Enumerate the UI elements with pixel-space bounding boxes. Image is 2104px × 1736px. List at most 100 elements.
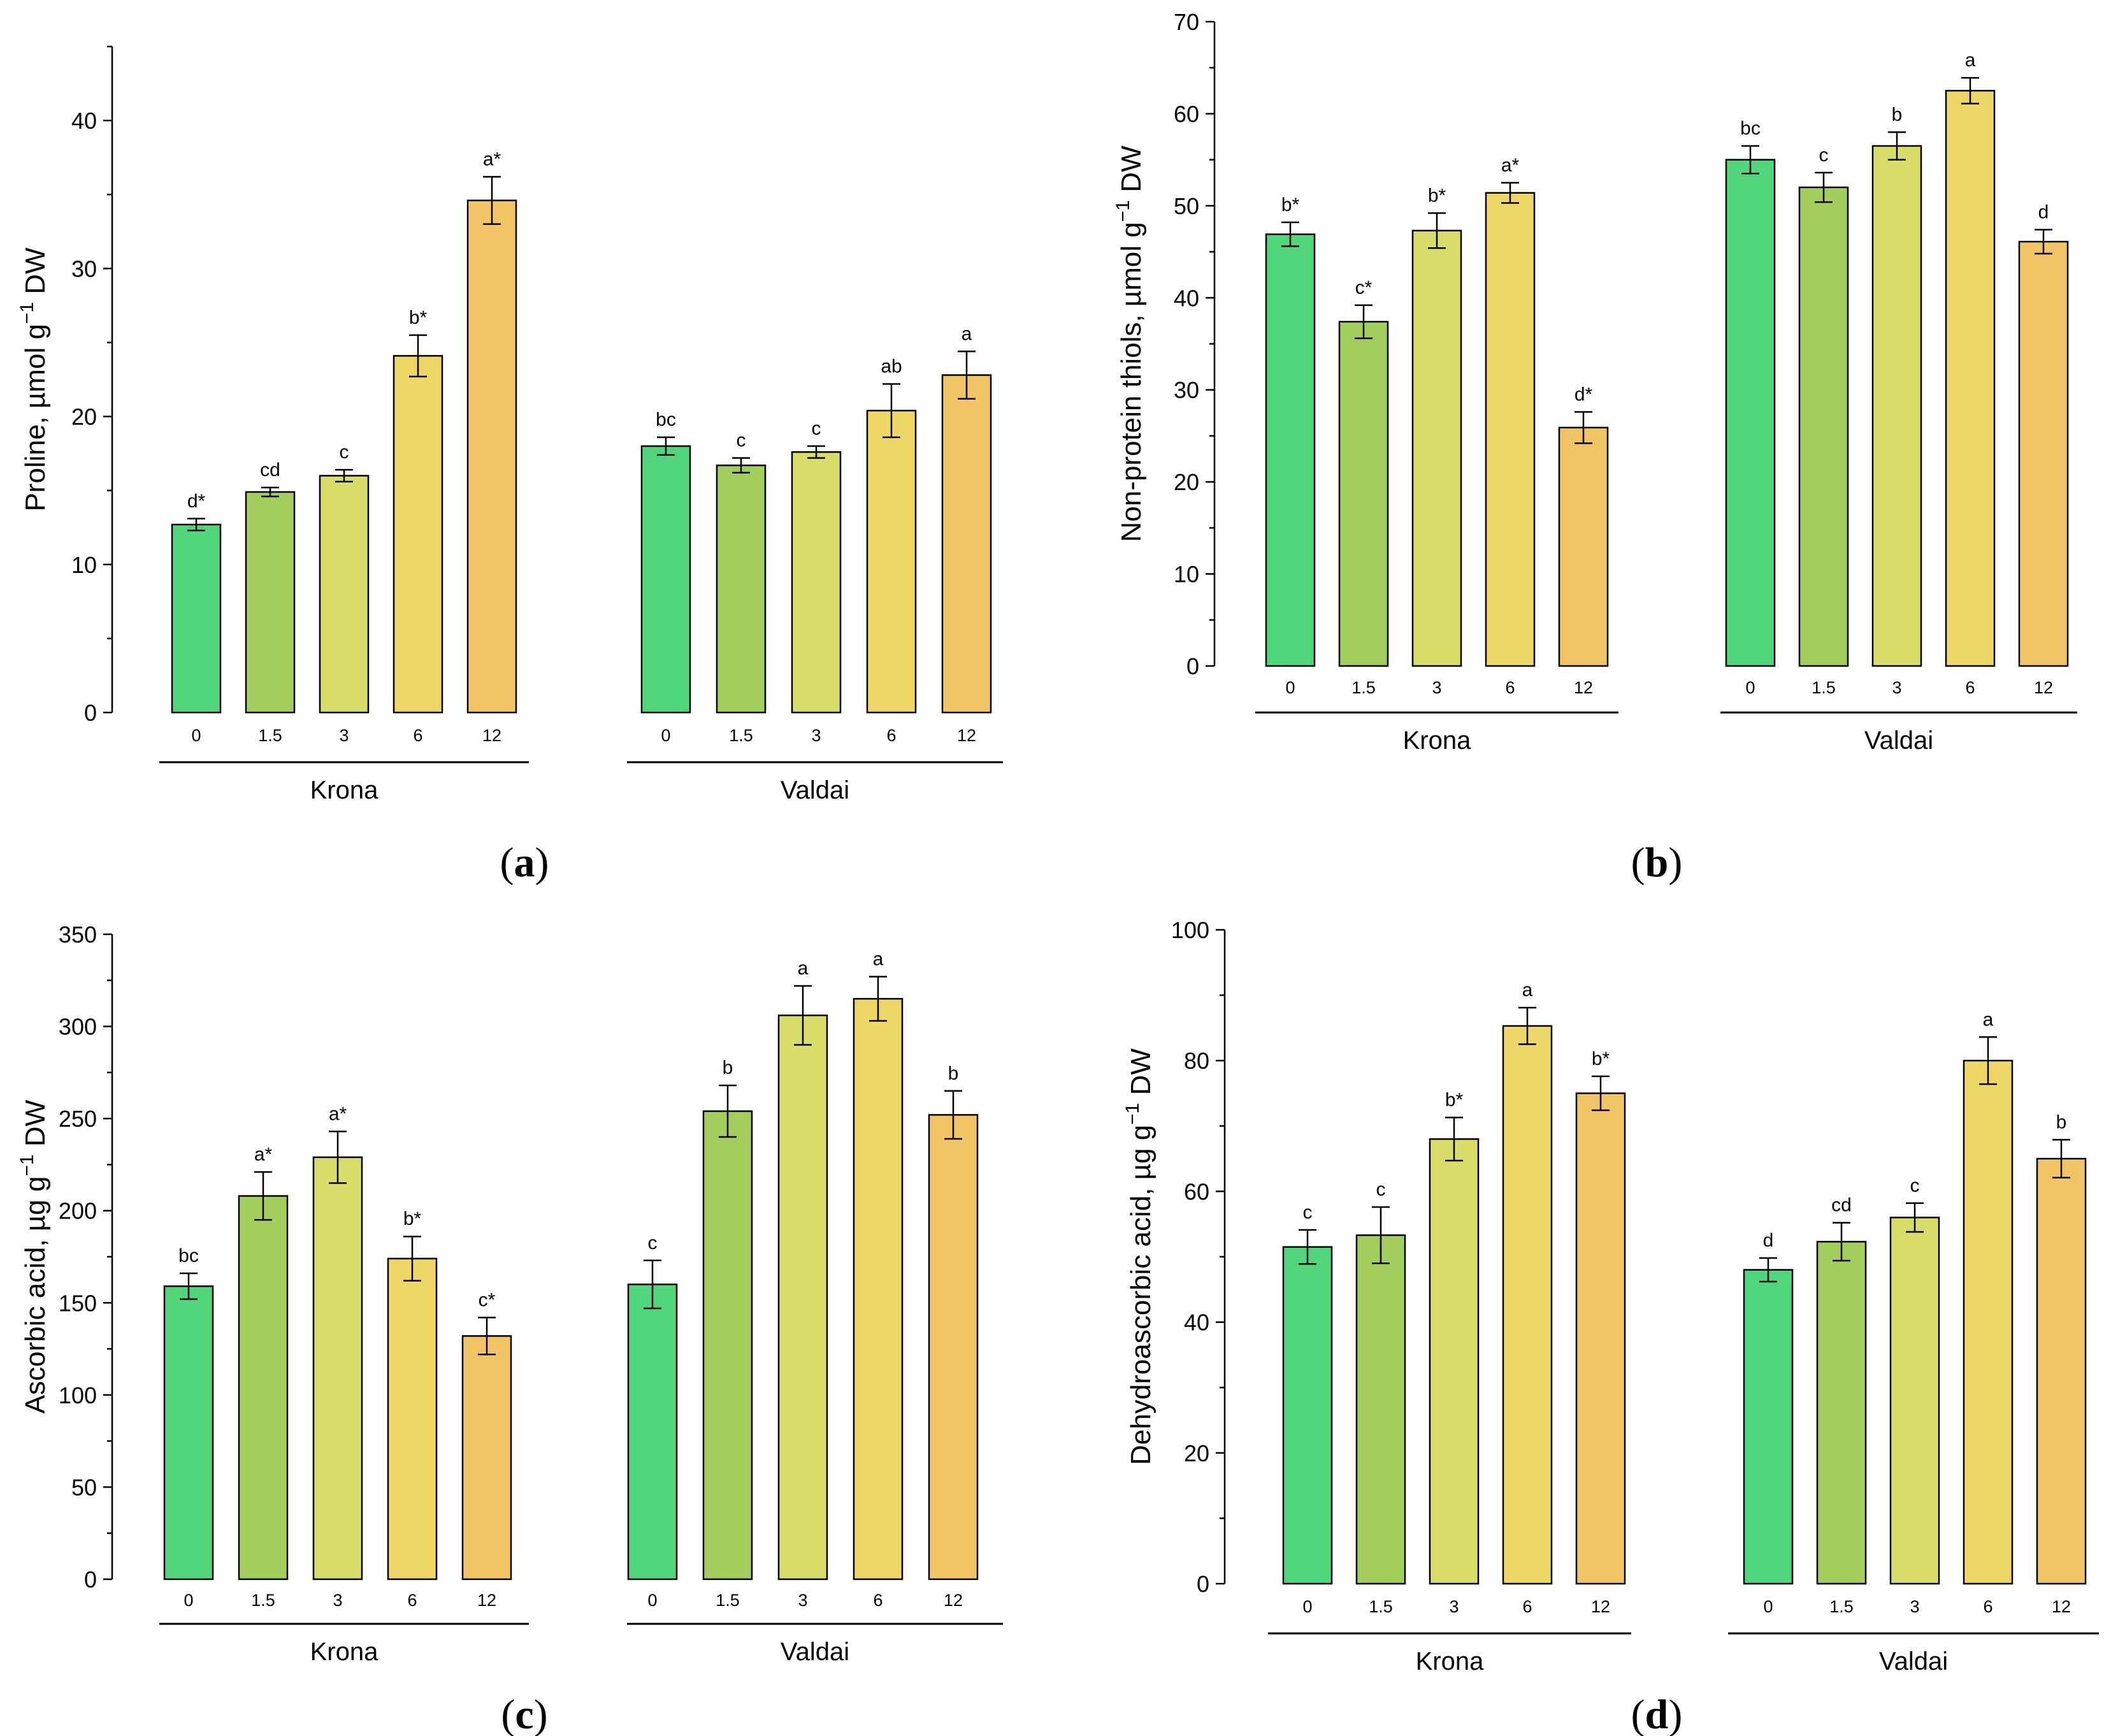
significance-label: b* [1428,185,1446,206]
significance-label: c* [479,1289,496,1310]
x-category-label: 0 [647,1591,657,1610]
significance-label: b* [1281,194,1300,215]
y-tick-label: 40 [1174,285,1199,311]
bar [941,374,992,714]
significance-label: b* [1445,1089,1464,1110]
bar [319,475,370,714]
significance-label: a* [1501,155,1520,176]
bar [1411,229,1462,667]
panel-label: (a) [500,839,549,886]
x-category-label: 0 [191,726,201,745]
bar [777,1014,828,1580]
group-label: Krona [310,1638,378,1666]
bar [238,1195,289,1580]
bar [1725,159,1776,667]
x-category-label: 0 [1763,1597,1773,1616]
bar [716,464,767,714]
group-label: Valdai [1879,1647,1948,1675]
significance-label: b* [1592,1048,1610,1069]
significance-label: cd [260,459,280,481]
x-category-label: 6 [413,726,422,745]
significance-label: c [1303,1202,1313,1223]
bar [1355,1234,1406,1585]
significance-label: a [873,949,884,970]
significance-label: b [1892,104,1903,125]
bar [702,1110,753,1580]
y-tick-label: 100 [59,1382,97,1408]
significance-label: a [1965,50,1976,71]
bar [2018,240,2069,667]
group-label: Valdai [1864,727,1933,755]
significance-label: d* [187,491,206,512]
significance-label: d [1763,1230,1774,1251]
bar [640,445,691,714]
bar [1798,186,1849,667]
y-tick-label: 0 [1186,653,1199,679]
x-category-label: 0 [1745,678,1755,697]
x-category-label: 12 [482,726,501,745]
x-category-label: 3 [1432,678,1441,697]
bar [393,355,443,714]
bar [627,1284,678,1580]
bar [163,1285,214,1580]
x-category-label: 12 [1574,678,1593,697]
y-tick-label: 40 [71,108,97,134]
panel-label: (d) [1631,1691,1683,1736]
x-category-label: 3 [1449,1597,1459,1616]
y-tick-label: 20 [1184,1440,1209,1466]
x-category-label: 12 [2034,678,2053,697]
x-category-label: 1.5 [258,726,282,745]
y-axis-title: Proline, µmol g−1 DW [17,247,51,512]
bar-group-valdai: bc 0 c 1.5 b 3 a 6 d 12 Valdai [1720,50,2077,755]
x-category-label: 12 [944,1591,963,1610]
significance-label: d* [1574,384,1593,405]
x-category-label: 0 [1285,678,1295,697]
y-tick-label: 200 [59,1198,97,1224]
y-tick-label: 50 [1174,193,1199,219]
y-tick-label: 20 [1174,469,1199,495]
bar-group-valdai: c 0 b 1.5 a 3 a 6 b 12 Valdai [627,949,1003,1666]
bar [928,1114,979,1580]
y-axis-title: Non-protein thiols, µmol g−1 DW [1113,145,1147,542]
x-category-label: 6 [886,726,896,745]
significance-label: a* [329,1103,347,1124]
x-category-label: 0 [1302,1597,1312,1616]
x-category-label: 12 [957,726,976,745]
significance-label: b* [403,1208,422,1229]
panel-label: (c) [501,1691,547,1736]
bar [171,523,222,714]
x-category-label: 1.5 [716,1591,740,1610]
x-category-label: 12 [1591,1597,1610,1616]
y-tick-label: 10 [71,552,97,578]
x-category-label: 6 [1965,678,1975,697]
y-tick-label: 60 [1174,101,1199,127]
bar [853,997,904,1580]
group-label: Krona [1416,1647,1484,1675]
bar [1429,1138,1480,1585]
y-tick-label: 50 [71,1474,97,1500]
x-category-label: 1.5 [251,1591,275,1610]
bar [1871,145,1922,667]
y-tick-label: 0 [1197,1571,1209,1597]
bar [1945,90,1996,667]
x-category-label: 6 [1505,678,1515,697]
y-tick-label: 70 [1174,9,1199,35]
significance-label: bc [178,1245,199,1266]
bar [466,199,517,714]
significance-label: c [648,1233,658,1254]
significance-label: d [2038,201,2049,222]
significance-label: a* [254,1144,273,1165]
bar [461,1335,512,1580]
panel-label: (b) [1631,839,1683,886]
x-category-label: 3 [1910,1597,1919,1616]
bar-group-valdai: bc 0 c 1.5 c 3 ab 6 a 12 Valdai [627,323,1003,804]
bar [1889,1217,1940,1585]
y-tick-label: 30 [71,256,97,282]
group-label: Valdai [781,1638,849,1666]
significance-label: ab [881,356,902,377]
bar-group-krona: bc 0 a* 1.5 a* 3 b* 6 c* 12 Krona [159,1103,529,1666]
